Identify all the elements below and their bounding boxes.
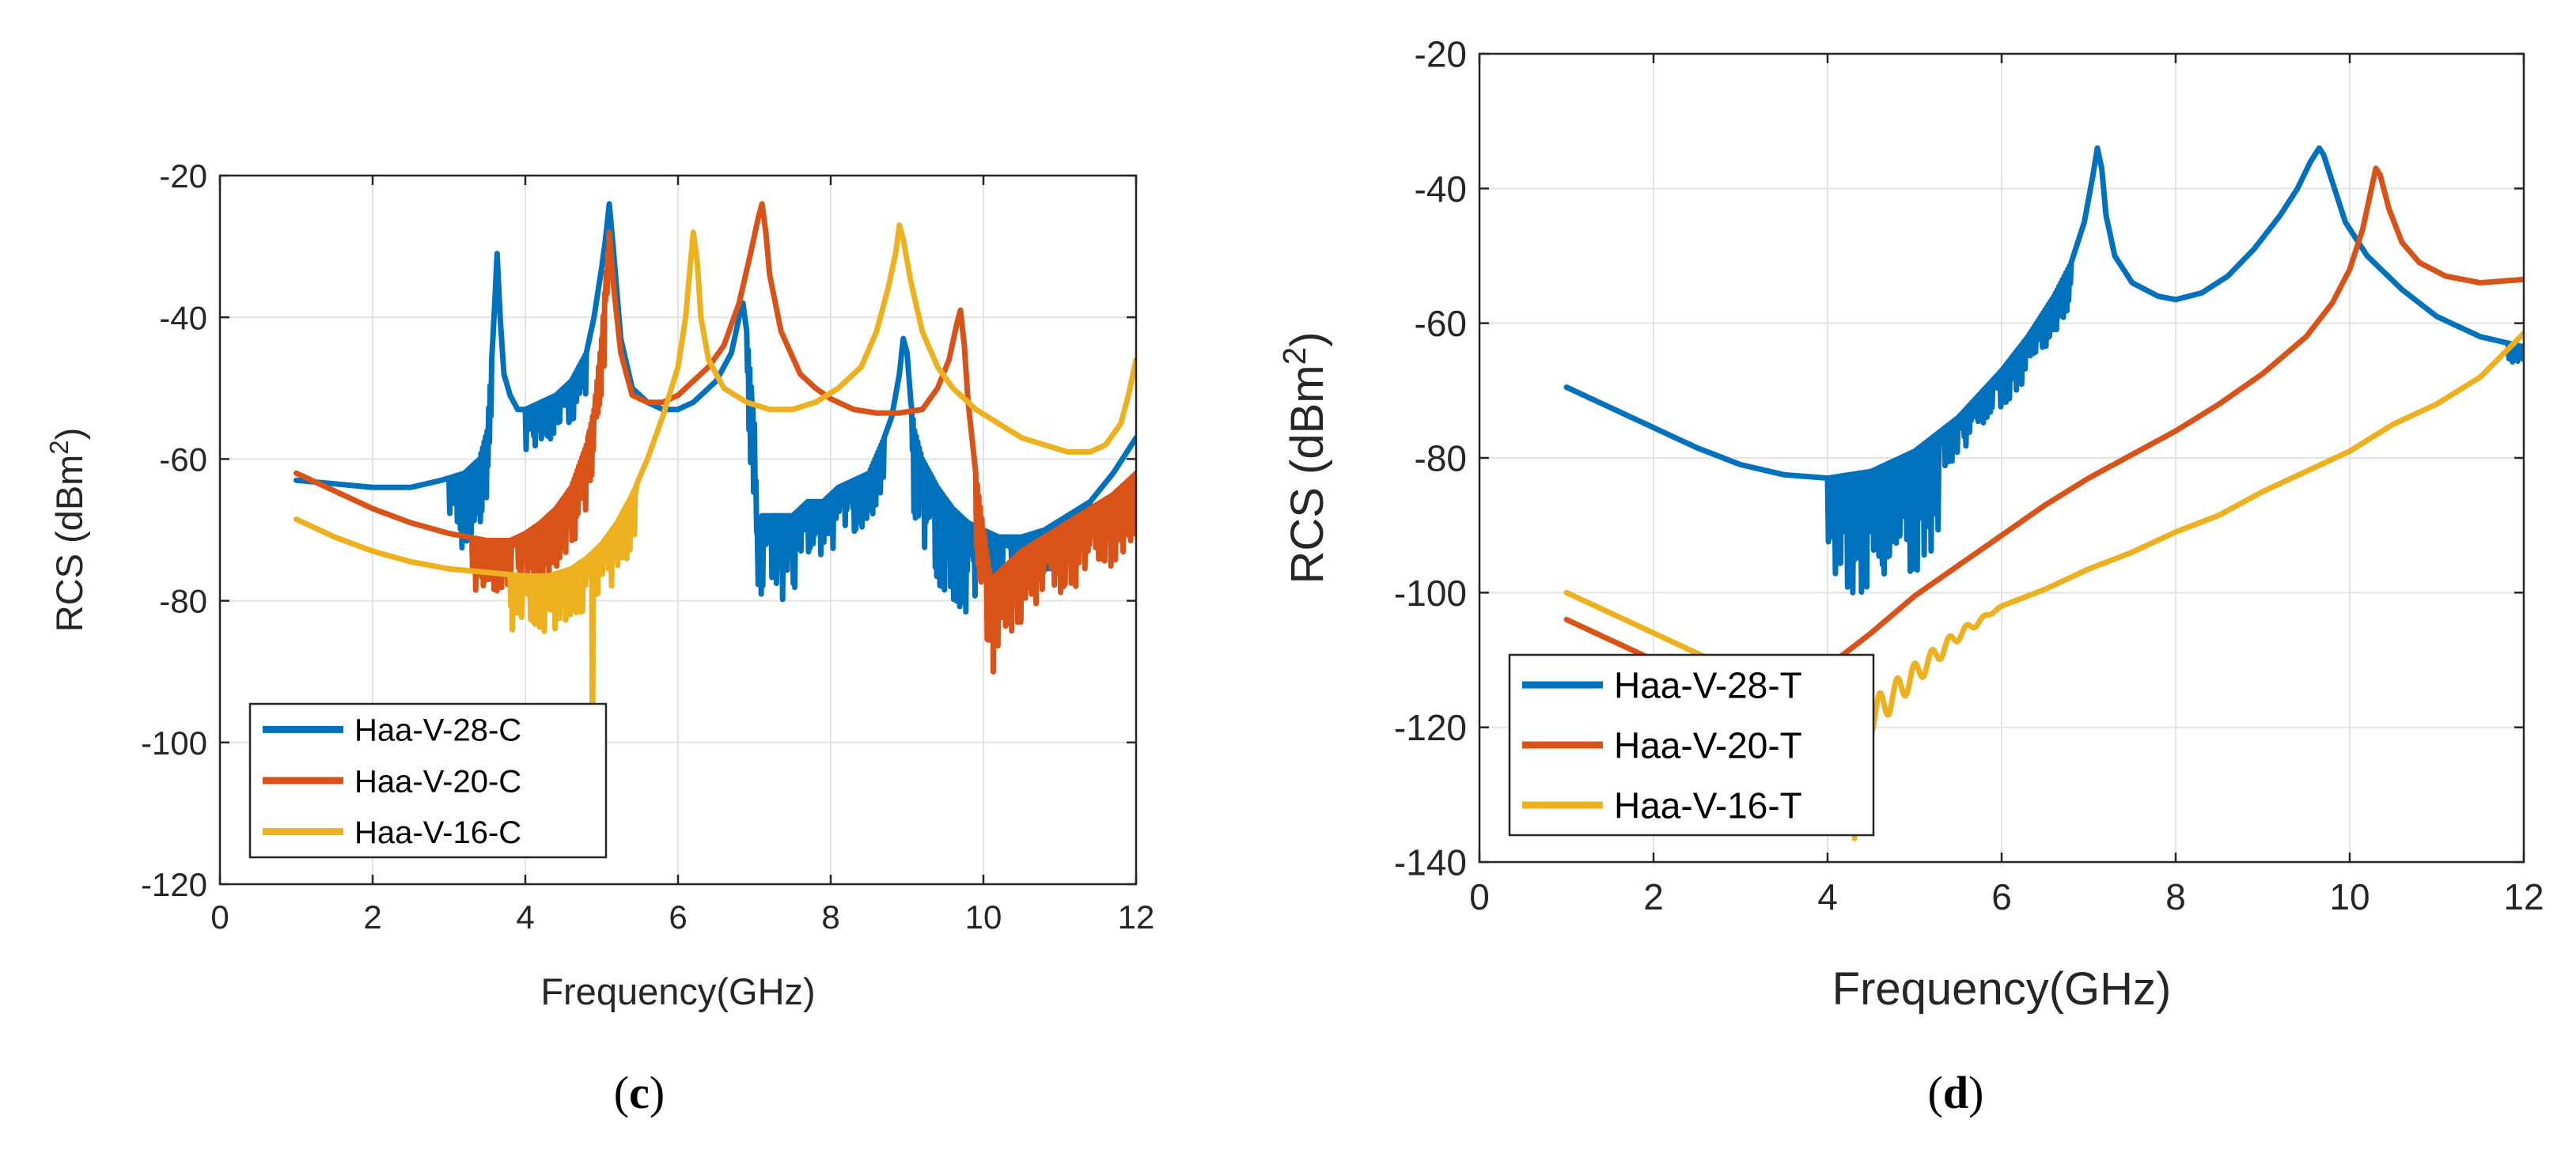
y-tick-label: -20 (159, 157, 207, 195)
x-tick-label: 10 (2329, 876, 2370, 917)
chart-panel-d: 0 2 4 6 8 10 12 -140 -120 -100 -80 -60 -40 -20 Frequen… (1276, 34, 2544, 1015)
y-tick-label: -40 (159, 299, 207, 336)
y-axis-label-sup: 2 (1276, 347, 1313, 365)
x-tick-label: 6 (1991, 876, 2012, 917)
legend-label: Haa-V-28-C (354, 713, 521, 748)
y-tick-label: -20 (1415, 34, 1467, 75)
y-tick-label: -60 (1415, 303, 1467, 344)
x-tick-label: 2 (363, 898, 381, 936)
x-tick-label: 0 (210, 898, 229, 936)
caption-c-letter: c (629, 1067, 650, 1118)
y-tick-label: -100 (141, 724, 207, 762)
series-group (294, 201, 1136, 781)
y-tick-label: -120 (141, 866, 207, 903)
y-axis-label-main: RCS (dBm (48, 455, 90, 633)
y-tick-label: -120 (1394, 707, 1467, 748)
y-axis-label-end: ) (48, 428, 90, 441)
legend-label: Haa-V-16-C (354, 815, 521, 850)
y-tick-label: -100 (1394, 573, 1467, 614)
series-line-Haa-V-28-C (294, 201, 1136, 615)
caption-c-open: ( (613, 1067, 630, 1118)
legend: Haa-V-28-C Haa-V-20-C Haa-V-16-C (248, 702, 608, 859)
x-tick-label: 12 (1118, 898, 1155, 936)
x-tick-label: 4 (1817, 876, 1838, 917)
x-axis-label: Frequency(GHz) (1832, 963, 2172, 1015)
y-axis-label: RCS (dBm2) (44, 428, 90, 633)
y-tick-label: -40 (1415, 168, 1467, 210)
y-axis-label-sup: 2 (44, 440, 74, 454)
x-tick-label: 0 (1469, 876, 1490, 917)
y-tick-label: -80 (159, 583, 207, 620)
legend-label: Haa-V-16-T (1614, 785, 1802, 826)
x-tick-label: 12 (2503, 876, 2544, 917)
y-axis-label: RCS (dBm2) (1276, 331, 1333, 584)
legend-label: Haa-V-20-T (1614, 725, 1802, 766)
series-line-Haa-V-20-C (294, 201, 1136, 675)
caption-d-open: ( (1927, 1067, 1943, 1118)
y-axis-label-end: ) (1282, 331, 1333, 346)
caption-c: (c) (560, 1066, 718, 1119)
x-tick-label: 8 (2165, 876, 2186, 917)
caption-d-close: ) (1968, 1067, 1984, 1118)
series-line-Haa-V-28-T (1563, 145, 2524, 596)
caption-d: (d) (1877, 1066, 2035, 1119)
series-line-Haa-V-16-C (294, 222, 1136, 781)
y-tick-label: -140 (1394, 842, 1467, 883)
y-axis-label-main: RCS (dBm (1282, 365, 1333, 584)
x-tick-label: 10 (965, 898, 1002, 936)
legend-label: Haa-V-20-C (354, 764, 521, 799)
x-tick-label: 2 (1643, 876, 1664, 917)
legend: Haa-V-28-T Haa-V-20-T Haa-V-16-T (1508, 653, 1875, 837)
caption-c-close: ) (649, 1067, 665, 1118)
caption-d-letter: d (1942, 1067, 1969, 1118)
x-axis-label: Frequency(GHz) (540, 970, 815, 1012)
x-tick-label: 6 (669, 898, 687, 936)
chart-panel-c: 0 2 4 6 8 10 12 -120 -100 -80 -60 -40 -20 Frequency(G… (44, 157, 1154, 1012)
x-tick-label: 4 (516, 898, 534, 936)
x-tick-label: 8 (821, 898, 839, 936)
y-tick-label: -60 (159, 441, 207, 478)
y-tick-label: -80 (1415, 438, 1467, 479)
legend-label: Haa-V-28-T (1614, 665, 1802, 706)
